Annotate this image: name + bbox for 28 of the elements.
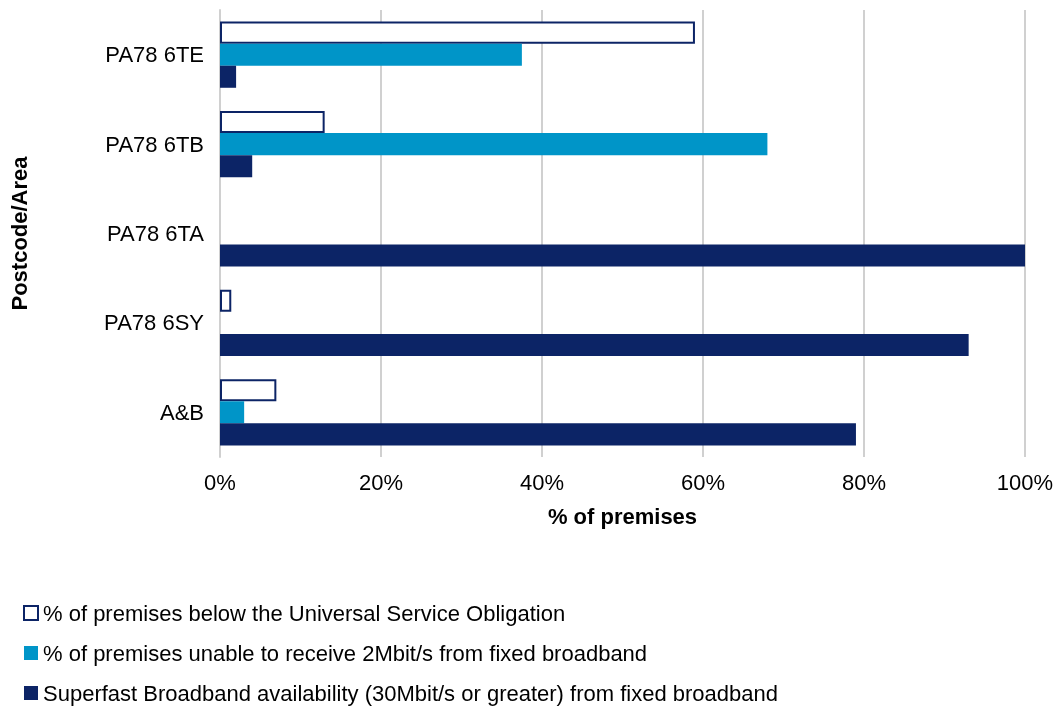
bar <box>220 133 768 156</box>
y-tick-label: A&B <box>159 399 204 425</box>
legend-label: % of premises below the Universal Service Obligation <box>43 600 566 626</box>
bar <box>220 333 969 356</box>
x-tick-label: 0% <box>204 469 236 495</box>
y-tick-label: PA78 6SY <box>104 310 205 336</box>
x-tick-label: 100% <box>996 469 1054 495</box>
legend-label: % of premises unable to receive 2Mbit/s from fixed broadband <box>43 640 648 666</box>
legend-label: Superfast Broadband availability (30Mbit/s or greater) from fixed broadband <box>43 680 778 706</box>
x-tick-label: 40% <box>519 469 565 495</box>
bar <box>220 244 1025 267</box>
bar <box>220 65 237 88</box>
bar <box>220 43 522 66</box>
bar <box>220 155 253 178</box>
x-tick-label: 20% <box>358 469 404 495</box>
bar <box>220 289 232 312</box>
x-axis-title: % of premises <box>547 503 698 529</box>
x-tick-label: 60% <box>680 469 726 495</box>
y-tick-label: PA78 6TB <box>105 131 204 157</box>
y-tick-label: PA78 6TA <box>106 221 205 246</box>
bar <box>220 423 856 446</box>
bar <box>220 401 245 424</box>
bar <box>220 21 695 44</box>
y-tick-label: PA78 6TE <box>105 42 204 68</box>
bar <box>220 379 277 402</box>
x-tick-label: 80% <box>841 469 887 495</box>
bar <box>220 111 325 134</box>
y-axis-title: Postcode/Area <box>6 155 32 311</box>
